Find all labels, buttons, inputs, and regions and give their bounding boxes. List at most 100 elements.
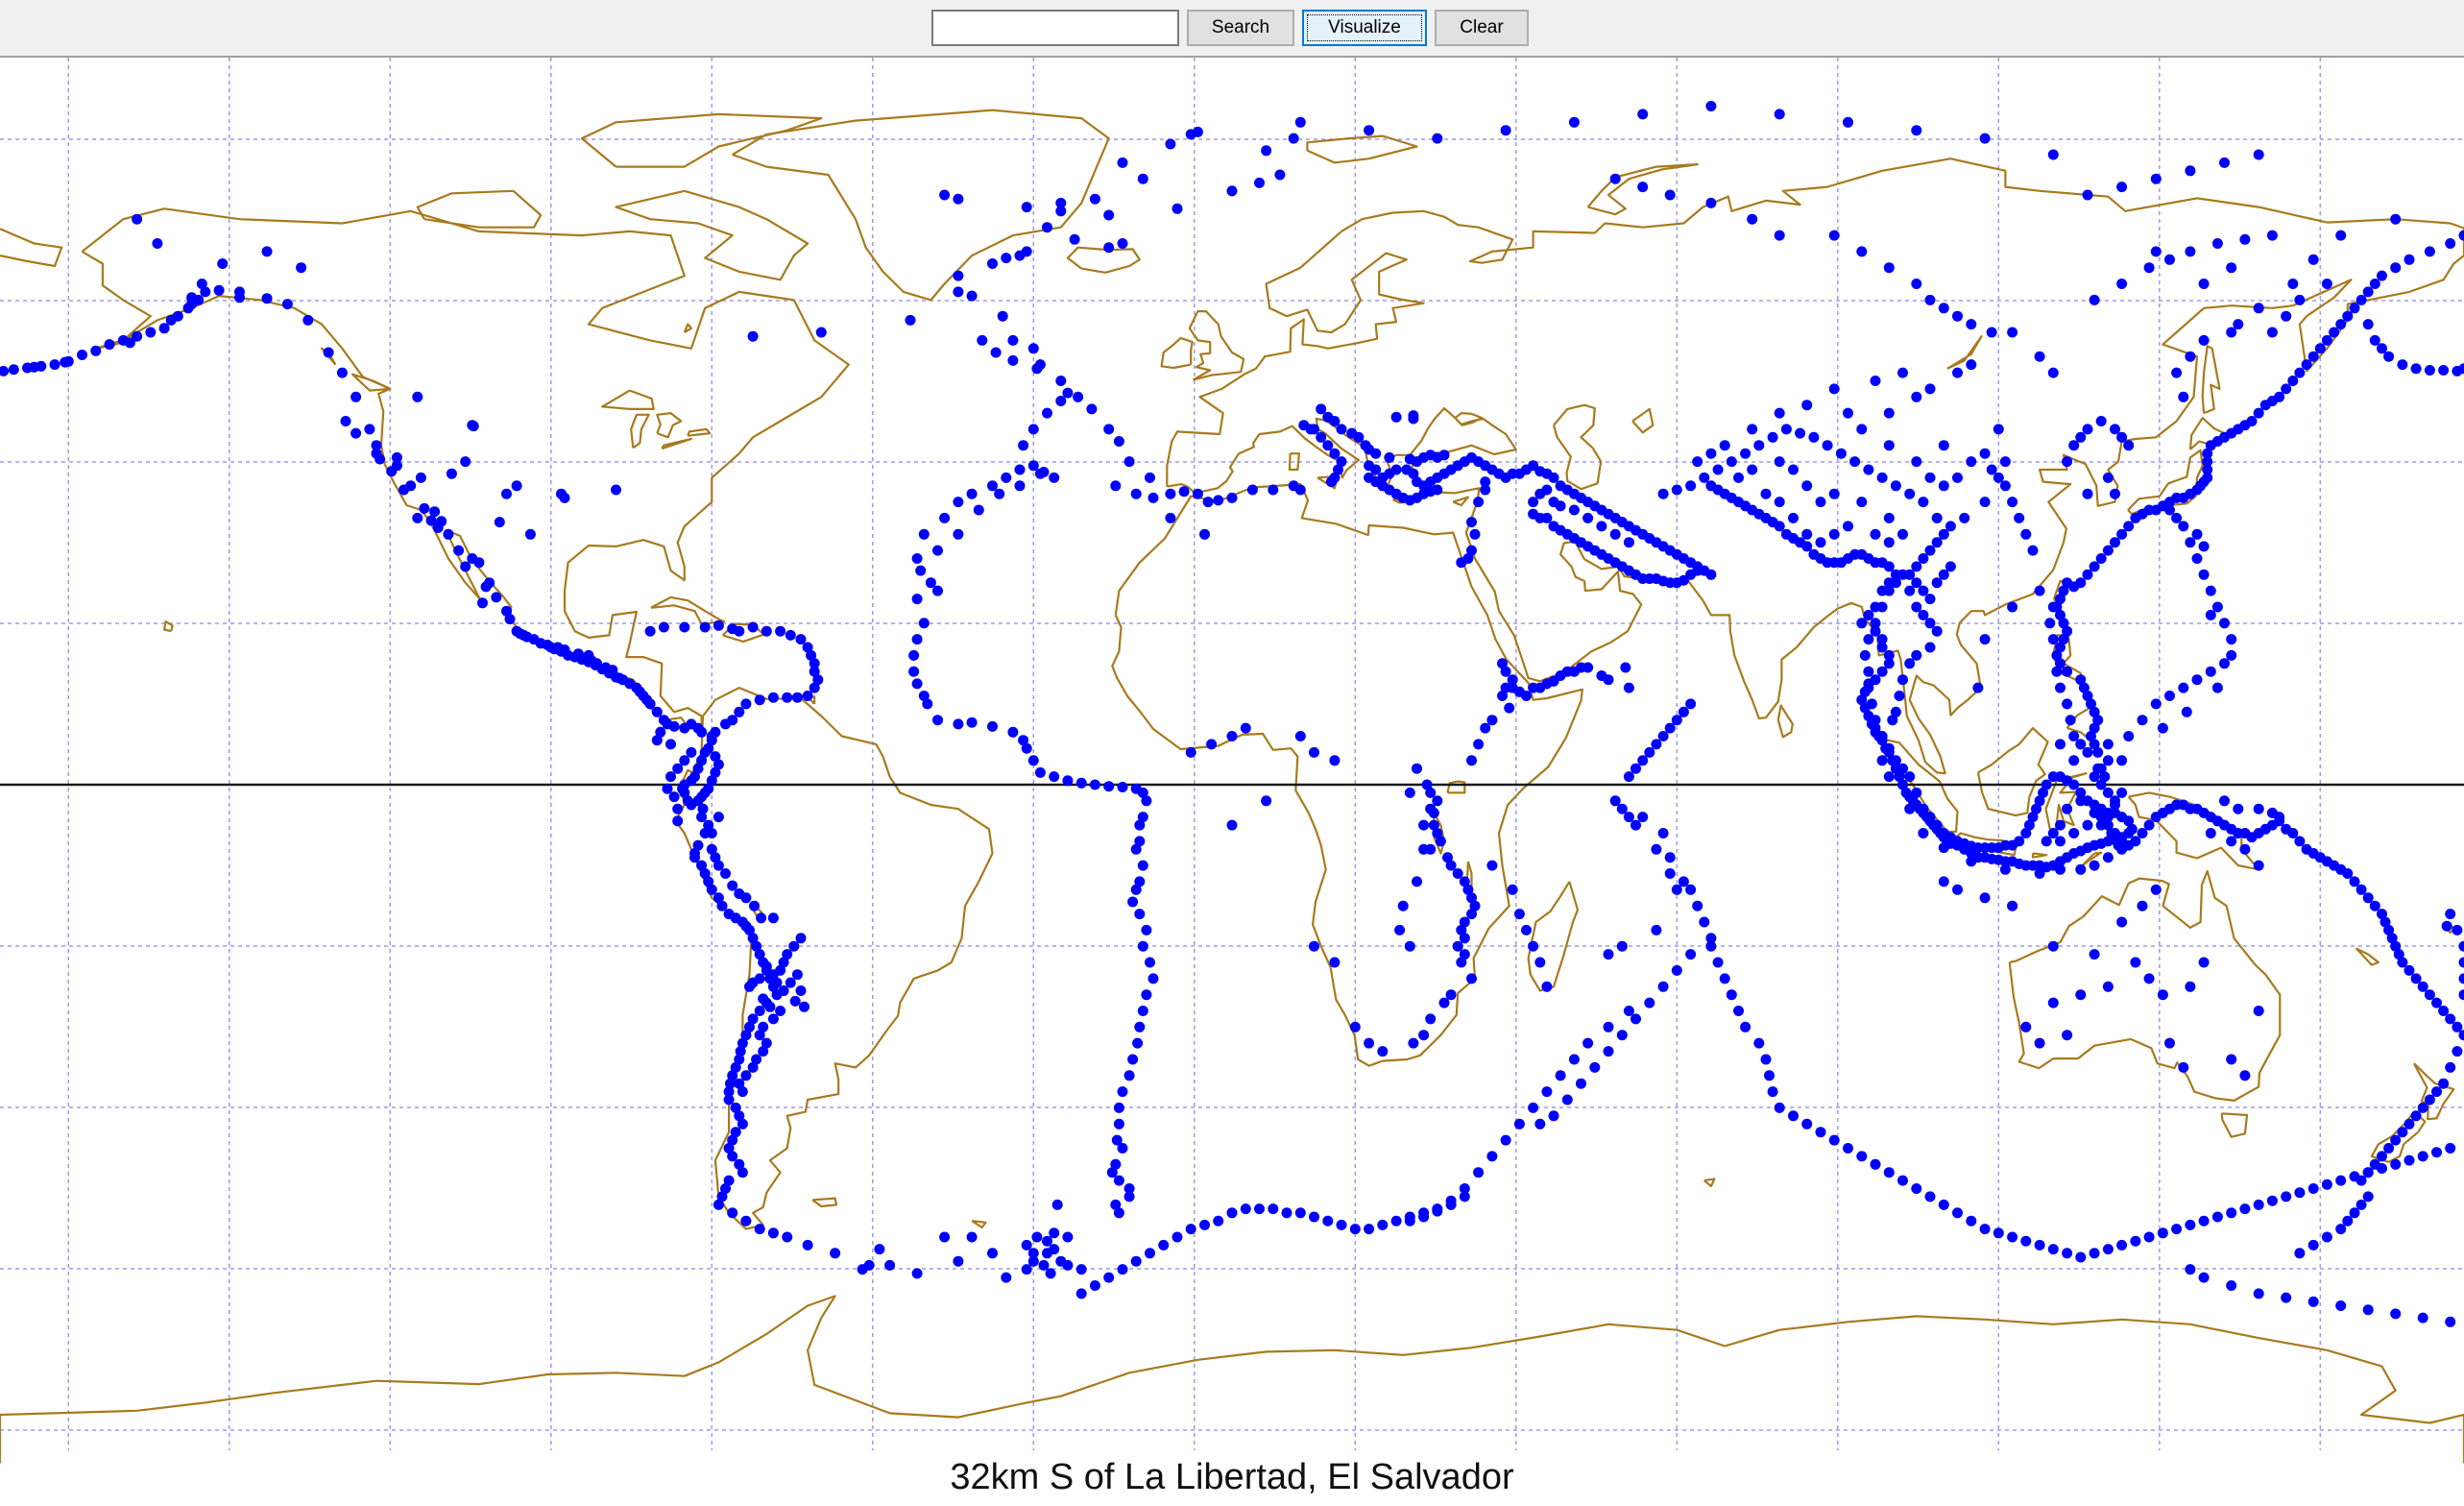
earthquake-point[interactable] <box>2102 819 2114 831</box>
earthquake-point[interactable] <box>1014 250 1026 261</box>
earthquake-point[interactable] <box>2287 828 2299 838</box>
earthquake-point[interactable] <box>1883 1167 1895 1178</box>
earthquake-point[interactable] <box>350 427 362 439</box>
earthquake-point[interactable] <box>1699 472 1710 483</box>
earthquake-point[interactable] <box>1870 528 1881 540</box>
earthquake-point[interactable] <box>2191 674 2203 686</box>
earthquake-point[interactable] <box>2086 731 2096 741</box>
earthquake-point[interactable] <box>2424 1094 2435 1105</box>
earthquake-point[interactable] <box>953 270 964 281</box>
earthquake-point[interactable] <box>1883 407 1895 419</box>
earthquake-point[interactable] <box>2082 488 2093 499</box>
earthquake-point[interactable] <box>1038 467 1050 477</box>
earthquake-point[interactable] <box>1897 367 1908 378</box>
earthquake-point[interactable] <box>2239 1203 2251 1215</box>
earthquake-point[interactable] <box>1979 1224 1991 1235</box>
earthquake-point[interactable] <box>1631 763 1641 774</box>
earthquake-point[interactable] <box>802 691 813 701</box>
earthquake-point[interactable] <box>2281 383 2292 395</box>
earthquake-point[interactable] <box>1843 116 1853 128</box>
earthquake-point[interactable] <box>1432 795 1443 807</box>
earthquake-point[interactable] <box>1134 1021 1146 1032</box>
earthquake-point[interactable] <box>1268 1203 1279 1215</box>
earthquake-point[interactable] <box>1086 403 1098 415</box>
earthquake-point[interactable] <box>1021 742 1032 754</box>
earthquake-point[interactable] <box>2307 254 2319 265</box>
earthquake-point[interactable] <box>1904 569 1916 580</box>
earthquake-point[interactable] <box>713 892 724 904</box>
earthquake-point[interactable] <box>1123 1070 1135 1081</box>
earthquake-point[interactable] <box>2068 440 2080 451</box>
earthquake-point[interactable] <box>706 843 717 855</box>
earthquake-point[interactable] <box>2089 706 2100 717</box>
earthquake-point[interactable] <box>2307 1183 2319 1194</box>
earthquake-point[interactable] <box>1001 472 1012 483</box>
earthquake-point[interactable] <box>1856 618 1868 629</box>
earthquake-point[interactable] <box>2047 367 2059 378</box>
earthquake-point[interactable] <box>1828 230 1840 241</box>
earthquake-point[interactable] <box>2062 456 2073 468</box>
earthquake-point[interactable] <box>1123 456 1135 468</box>
earthquake-point[interactable] <box>60 356 71 368</box>
earthquake-point[interactable] <box>2390 262 2402 274</box>
earthquake-point[interactable] <box>973 504 984 516</box>
earthquake-point[interactable] <box>1986 327 1997 338</box>
earthquake-point[interactable] <box>761 1037 772 1049</box>
earthquake-point[interactable] <box>1828 528 1840 540</box>
earthquake-point[interactable] <box>2355 294 2367 305</box>
earthquake-point[interactable] <box>2075 1251 2087 1263</box>
earthquake-point[interactable] <box>658 621 669 633</box>
earthquake-point[interactable] <box>1377 1046 1389 1057</box>
earthquake-point[interactable] <box>758 993 769 1005</box>
earthquake-point[interactable] <box>1110 1199 1122 1210</box>
earthquake-point[interactable] <box>1863 666 1874 677</box>
earthquake-point[interactable] <box>966 1231 978 1243</box>
earthquake-point[interactable] <box>1637 109 1649 120</box>
earthquake-point[interactable] <box>1576 1078 1586 1089</box>
earthquake-point[interactable] <box>2431 1086 2442 1098</box>
earthquake-point[interactable] <box>1924 594 1936 605</box>
earthquake-point[interactable] <box>696 860 708 871</box>
earthquake-point[interactable] <box>644 698 656 710</box>
earthquake-point[interactable] <box>2082 746 2093 758</box>
earthquake-point[interactable] <box>1021 1239 1032 1251</box>
earthquake-point[interactable] <box>1418 1211 1430 1223</box>
earthquake-point[interactable] <box>1897 763 1908 774</box>
earthquake-point[interactable] <box>2171 367 2183 378</box>
earthquake-point[interactable] <box>932 715 943 726</box>
earthquake-point[interactable] <box>713 860 724 871</box>
earthquake-point[interactable] <box>754 949 765 960</box>
earthquake-point[interactable] <box>1651 843 1662 855</box>
earthquake-point[interactable] <box>1288 480 1299 492</box>
earthquake-point[interactable] <box>1117 782 1128 792</box>
earthquake-point[interactable] <box>1740 448 1751 459</box>
earthquake-point[interactable] <box>371 448 382 459</box>
earthquake-point[interactable] <box>2068 828 2080 838</box>
earthquake-point[interactable] <box>2130 1235 2141 1247</box>
earthquake-point[interactable] <box>2058 634 2069 645</box>
earthquake-point[interactable] <box>165 314 177 326</box>
earthquake-point[interactable] <box>2020 1021 2032 1032</box>
earthquake-point[interactable] <box>1106 1167 1118 1178</box>
earthquake-point[interactable] <box>2095 553 2107 564</box>
earthquake-point[interactable] <box>1018 440 1029 451</box>
earthquake-point[interactable] <box>723 1086 735 1098</box>
earthquake-point[interactable] <box>2116 916 2128 928</box>
earthquake-point[interactable] <box>1408 413 1419 425</box>
earthquake-point[interactable] <box>611 484 621 496</box>
earthquake-point[interactable] <box>2397 1127 2408 1138</box>
earthquake-point[interactable] <box>1226 492 1238 503</box>
earthquake-point[interactable] <box>1808 431 1820 443</box>
earthquake-point[interactable] <box>196 279 207 289</box>
earthquake-point[interactable] <box>2178 391 2189 402</box>
earthquake-point[interactable] <box>1764 1070 1775 1081</box>
earthquake-point[interactable] <box>1364 1037 1375 1049</box>
earthquake-point[interactable] <box>2068 731 2080 741</box>
earthquake-point[interactable] <box>2058 618 2069 629</box>
earthquake-point[interactable] <box>1747 213 1758 225</box>
earthquake-point[interactable] <box>1555 1070 1566 1081</box>
earthquake-point[interactable] <box>1031 363 1043 375</box>
clear-button[interactable]: Clear <box>1435 10 1529 46</box>
earthquake-point[interactable] <box>1246 484 1258 496</box>
earthquake-point[interactable] <box>1418 1030 1430 1041</box>
